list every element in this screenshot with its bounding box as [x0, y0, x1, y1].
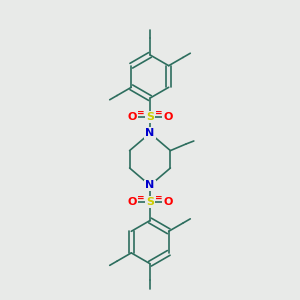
Text: O: O — [163, 197, 173, 207]
Text: =: = — [155, 194, 163, 203]
Text: =: = — [137, 109, 145, 118]
Text: N: N — [146, 180, 154, 190]
Text: O: O — [127, 112, 137, 122]
Text: N: N — [146, 128, 154, 138]
Text: N: N — [146, 128, 154, 138]
Text: S: S — [146, 112, 154, 122]
Text: O: O — [127, 197, 137, 207]
Text: =: = — [137, 194, 145, 203]
Text: O: O — [163, 112, 173, 122]
Text: =: = — [155, 109, 163, 118]
Text: S: S — [146, 197, 154, 207]
